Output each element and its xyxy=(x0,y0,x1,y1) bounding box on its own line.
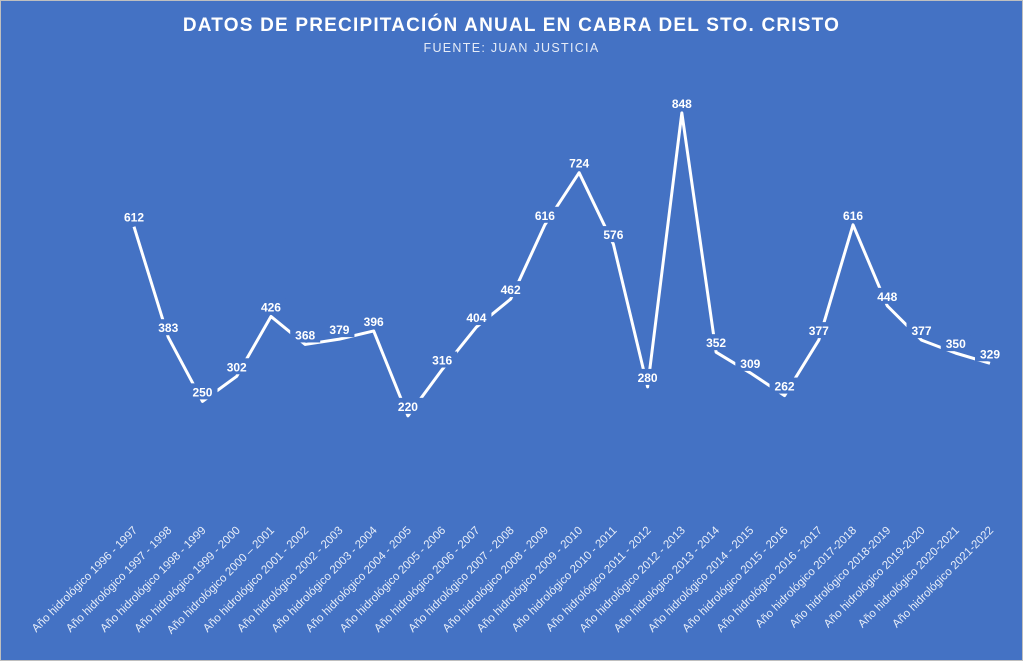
data-label: 316 xyxy=(432,354,452,368)
data-label: 262 xyxy=(775,380,795,394)
data-label: 352 xyxy=(706,336,726,350)
data-label-bg xyxy=(461,309,492,326)
chart-title: DATOS DE PRECIPITACIÓN ANUAL EN CABRA DE… xyxy=(182,15,841,36)
data-label-bg xyxy=(495,281,526,298)
data-label-bg xyxy=(153,319,184,336)
data-label: 377 xyxy=(912,324,932,338)
data-label-bg xyxy=(392,397,423,414)
data-label-bg xyxy=(803,322,834,339)
data-label: 220 xyxy=(398,400,418,414)
data-label: 377 xyxy=(809,324,829,338)
data-label: 616 xyxy=(535,209,555,223)
data-label-bg xyxy=(940,335,971,352)
data-label: 383 xyxy=(158,321,178,335)
data-label-bg xyxy=(427,351,458,368)
data-label: 329 xyxy=(980,347,1000,361)
data-label: 848 xyxy=(672,97,692,111)
data-label-bg xyxy=(666,94,697,111)
data-label: 379 xyxy=(329,323,349,337)
data-label-bg xyxy=(769,377,800,394)
data-label: 396 xyxy=(364,315,384,329)
data-label-bg xyxy=(187,383,218,400)
data-label-bg xyxy=(324,321,355,338)
data-label-bg xyxy=(564,154,595,171)
data-label-bg xyxy=(735,354,766,371)
data-label-bg xyxy=(906,322,937,339)
data-label: 309 xyxy=(740,357,760,371)
data-label-bg xyxy=(701,334,732,351)
data-label: 576 xyxy=(603,228,623,242)
data-label-bg xyxy=(255,298,286,315)
data-label: 350 xyxy=(946,337,966,351)
data-label-bg xyxy=(358,312,389,329)
series-line xyxy=(132,111,991,418)
data-label-bg xyxy=(598,226,629,243)
data-label: 448 xyxy=(877,290,897,304)
data-label: 426 xyxy=(261,300,281,314)
data-label: 368 xyxy=(295,328,315,342)
data-label: 302 xyxy=(227,360,247,374)
data-label-bg xyxy=(872,287,903,304)
data-label: 462 xyxy=(501,283,521,297)
data-label: 612 xyxy=(124,211,144,225)
data-label: 280 xyxy=(638,371,658,385)
data-label-bg xyxy=(290,326,321,343)
data-label-bg xyxy=(838,206,869,223)
chart-subtitle: FUENTE: JUAN JUSTICIA xyxy=(423,41,600,55)
data-label-bg xyxy=(529,206,560,223)
data-label: 404 xyxy=(466,311,486,325)
data-label-bg xyxy=(632,368,663,385)
data-label: 724 xyxy=(569,157,589,171)
data-label-bg xyxy=(119,208,149,225)
data-label: 616 xyxy=(843,209,863,223)
data-label: 250 xyxy=(192,385,212,399)
data-label-bg xyxy=(975,345,1005,362)
data-label-bg xyxy=(221,358,252,375)
